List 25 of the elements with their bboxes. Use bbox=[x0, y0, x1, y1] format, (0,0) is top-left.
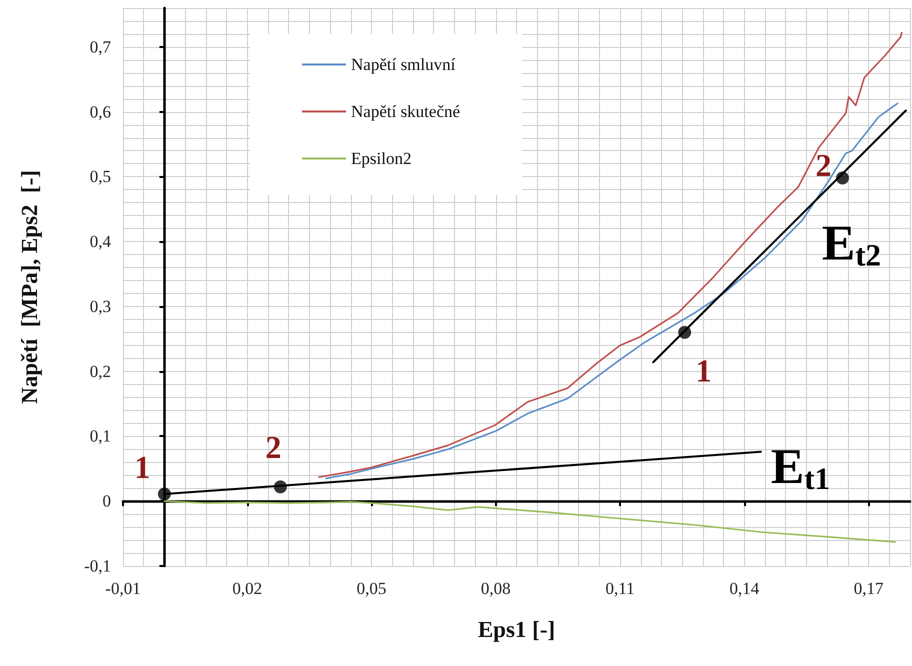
annotation: 1 bbox=[696, 352, 712, 388]
x-tick-label: 0,14 bbox=[729, 579, 760, 598]
y-tick-label: 0 bbox=[102, 492, 111, 511]
legend-label: Napětí skutečné bbox=[351, 102, 460, 121]
x-tick-label: 0,11 bbox=[605, 579, 635, 598]
x-axis-title: Eps1 [-] bbox=[478, 617, 556, 642]
y-tick-label: -0,1 bbox=[84, 556, 111, 576]
legend-label: Napětí smluvní bbox=[351, 55, 456, 74]
y-tick-label: 0,3 bbox=[90, 296, 111, 316]
y-tick-label: 0,7 bbox=[90, 37, 112, 56]
legend-label: Epsilon2 bbox=[351, 149, 412, 168]
y-tick-label: 0,2 bbox=[90, 362, 111, 381]
y-axis-title: Napětí [MPa], Eps2 [-] bbox=[17, 170, 42, 404]
y-tick-label: 0,6 bbox=[90, 102, 111, 122]
x-tick-label: 0,08 bbox=[480, 579, 511, 598]
y-tick-label: 0,1 bbox=[90, 426, 111, 446]
x-tick-label: 0,05 bbox=[356, 579, 386, 598]
y-tick-label: 0,4 bbox=[90, 232, 112, 252]
x-tick-label: 0,17 bbox=[854, 579, 884, 598]
y-tick-label: 0,5 bbox=[90, 167, 111, 186]
annotation: 2 bbox=[265, 428, 282, 465]
x-tick-label: -0,01 bbox=[105, 579, 141, 598]
annotation: 2 bbox=[815, 146, 832, 183]
annotation: 1 bbox=[134, 448, 150, 485]
x-tick-label: 0,02 bbox=[232, 579, 262, 598]
